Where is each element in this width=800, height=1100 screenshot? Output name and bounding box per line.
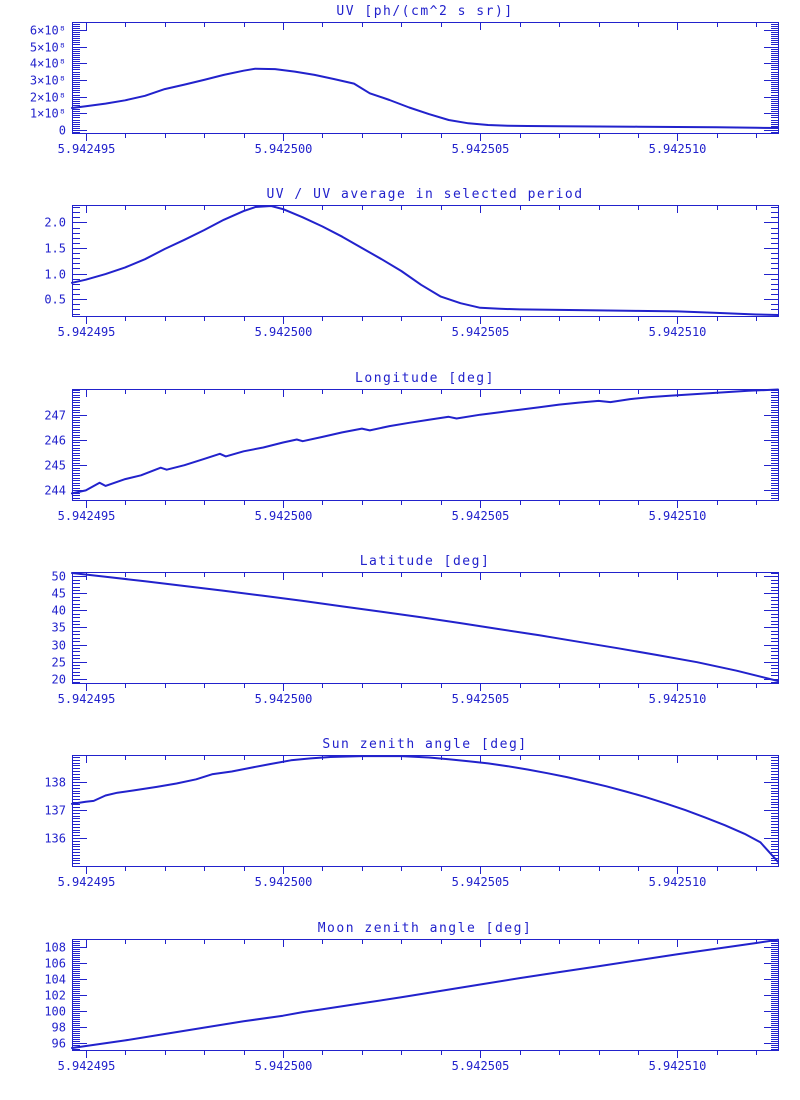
y-tick-label: 35 xyxy=(52,621,66,635)
y-tick-label: 45 xyxy=(52,587,66,601)
chart-title: Latitude [deg] xyxy=(360,554,491,569)
x-tick-label: 5.942505 xyxy=(452,1059,510,1073)
chart-title: Sun zenith angle [deg] xyxy=(322,737,527,752)
chart-latitude: 20 25 30 35 40 45 50 5.942495 5.942500 5.942505 5.… xyxy=(52,554,779,706)
chart-title: UV / UV average in selected period xyxy=(266,187,583,202)
x-tick-label: 5.942510 xyxy=(649,142,707,156)
plot-frame xyxy=(72,939,779,1051)
y-tick-label: 3×10⁸ xyxy=(30,74,66,88)
data-line xyxy=(71,388,779,495)
x-tick-label: 5.942495 xyxy=(58,142,116,156)
x-tick-label: 5.942510 xyxy=(649,325,707,339)
y-tick-label: 5×10⁸ xyxy=(30,41,66,55)
data-line xyxy=(71,572,779,682)
y-tick-label: 108 xyxy=(44,941,66,955)
y-tick-label: 104 xyxy=(44,973,66,987)
y-tick-label: 100 xyxy=(44,1005,66,1019)
chart-latitude-panel: 20 25 30 35 40 45 50 5.942495 5.942500 5.942505 5.… xyxy=(0,550,800,734)
chart-uv-ratio: 0.5 1.0 1.5 2.0 5.942495 5.942500 5.942505 5.94… xyxy=(44,187,779,339)
x-tick-label: 5.942505 xyxy=(452,142,510,156)
chart-longitude-panel: 244 245 246 247 5.942495 5.942500 5.942505 5.94… xyxy=(0,367,800,551)
chart-title: UV [ph/(cm^2 s sr)] xyxy=(336,4,513,19)
chart-uv-panel: 0 1×10⁸ 2×10⁸ 3×10⁸ 4×10⁸ 5×10⁸ 6×10⁸ 5.942495 5… xyxy=(0,0,800,184)
x-tick-label: 5.942505 xyxy=(452,325,510,339)
y-tick-label: 138 xyxy=(44,776,66,790)
x-tick-label: 5.942510 xyxy=(649,875,707,889)
x-tick-label: 5.942505 xyxy=(452,875,510,889)
y-tick-label: 4×10⁸ xyxy=(30,57,66,71)
y-tick-label: 106 xyxy=(44,957,66,971)
y-tick-label: 50 xyxy=(52,570,66,584)
chart-uv: 0 1×10⁸ 2×10⁸ 3×10⁸ 4×10⁸ 5×10⁸ 6×10⁸ 5.942495 5… xyxy=(30,4,779,156)
x-tick-label: 5.942510 xyxy=(649,692,707,706)
chart-moon-zenith: 96 98 100 102 104 106 108 5.942495 5.942500 5.942… xyxy=(44,921,779,1073)
chart-moon-zenith-panel: 96 98 100 102 104 106 108 5.942495 5.942500 5.942… xyxy=(0,917,800,1100)
x-tick-label: 5.942505 xyxy=(452,509,510,523)
plot-frame xyxy=(72,755,779,867)
y-tick-label: 0 xyxy=(59,124,66,138)
plot-frame xyxy=(72,389,779,501)
y-tick-label: 25 xyxy=(52,656,66,670)
y-tick-label: 0.5 xyxy=(44,293,66,307)
x-tick-label: 5.942495 xyxy=(58,692,116,706)
y-tick-label: 30 xyxy=(52,639,66,653)
data-line xyxy=(71,205,779,316)
y-tick-label: 2×10⁸ xyxy=(30,91,66,105)
y-tick-label: 246 xyxy=(44,434,66,448)
chart-longitude: 244 245 246 247 5.942495 5.942500 5.942505 5.94… xyxy=(44,371,779,523)
chart-sun-zenith-panel: 136 137 138 5.942495 5.942500 5.942505 5.94251… xyxy=(0,733,800,917)
x-tick-label: 5.942500 xyxy=(255,692,313,706)
y-tick-label: 137 xyxy=(44,804,66,818)
data-line xyxy=(71,755,779,863)
x-tick-label: 5.942505 xyxy=(452,692,510,706)
y-tick-label: 244 xyxy=(44,484,66,498)
y-tick-label: 247 xyxy=(44,409,66,423)
x-tick-label: 5.942500 xyxy=(255,325,313,339)
y-tick-label: 1.0 xyxy=(44,268,66,282)
y-tick-label: 6×10⁸ xyxy=(30,24,66,38)
data-line xyxy=(71,938,779,1049)
chart-title: Moon zenith angle [deg] xyxy=(318,921,533,936)
x-tick-label: 5.942510 xyxy=(649,509,707,523)
y-tick-label: 40 xyxy=(52,604,66,618)
y-tick-label: 1×10⁸ xyxy=(30,107,66,121)
y-tick-label: 2.0 xyxy=(44,216,66,230)
x-tick-label: 5.942500 xyxy=(255,875,313,889)
y-tick-label: 98 xyxy=(52,1021,66,1035)
y-tick-label: 245 xyxy=(44,459,66,473)
x-tick-label: 5.942500 xyxy=(255,509,313,523)
y-tick-label: 20 xyxy=(52,673,66,687)
y-tick-label: 136 xyxy=(44,832,66,846)
y-tick-label: 102 xyxy=(44,989,66,1003)
y-tick-label: 1.5 xyxy=(44,242,66,256)
plot-frame xyxy=(72,22,779,134)
chart-sun-zenith: 136 137 138 5.942495 5.942500 5.942505 5.94251… xyxy=(44,737,779,889)
y-tick-label: 96 xyxy=(52,1037,66,1051)
plot-frame xyxy=(72,572,779,684)
x-tick-label: 5.942500 xyxy=(255,1059,313,1073)
plot-frame xyxy=(72,205,779,317)
x-tick-label: 5.942500 xyxy=(255,142,313,156)
x-tick-label: 5.942495 xyxy=(58,1059,116,1073)
x-tick-label: 5.942495 xyxy=(58,875,116,889)
chart-title: Longitude [deg] xyxy=(355,371,495,386)
x-tick-label: 5.942495 xyxy=(58,325,116,339)
data-line xyxy=(71,67,779,129)
chart-uv-ratio-panel: 0.5 1.0 1.5 2.0 5.942495 5.942500 5.942505 5.94… xyxy=(0,183,800,367)
x-tick-label: 5.942495 xyxy=(58,509,116,523)
x-tick-label: 5.942510 xyxy=(649,1059,707,1073)
